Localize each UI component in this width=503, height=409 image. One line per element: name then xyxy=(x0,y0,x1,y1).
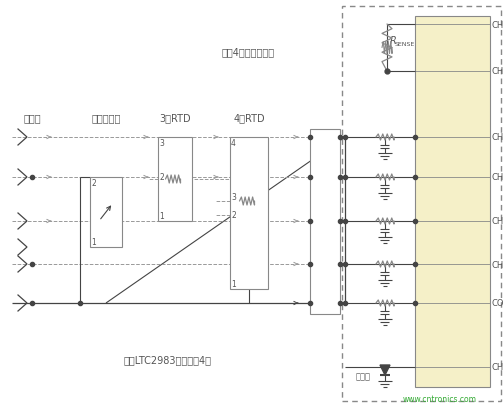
Text: 1: 1 xyxy=(231,279,236,288)
Text: CH3: CH3 xyxy=(492,133,503,142)
Bar xyxy=(310,130,340,314)
Text: 3: 3 xyxy=(231,193,236,202)
Text: www.cntronics.com: www.cntronics.com xyxy=(403,394,477,403)
Bar xyxy=(90,178,122,247)
Text: CH4: CH4 xyxy=(492,173,503,182)
Text: 3线RTD: 3线RTD xyxy=(159,113,191,123)
Text: CH19: CH19 xyxy=(492,363,503,372)
Text: 2: 2 xyxy=(231,211,236,220)
Text: R: R xyxy=(390,36,397,45)
Polygon shape xyxy=(380,365,390,375)
Bar xyxy=(158,138,192,221)
Text: SENSE: SENSE xyxy=(395,43,415,47)
Text: CH5: CH5 xyxy=(492,217,503,226)
Bar xyxy=(230,138,268,289)
Text: 热敏电阔器: 热敏电阔器 xyxy=(92,113,121,123)
Text: 1: 1 xyxy=(91,237,96,246)
Text: 3: 3 xyxy=(159,139,164,148)
Text: CH6: CH6 xyxy=(492,260,503,269)
Text: 2: 2 xyxy=(91,179,96,188)
Text: COM: COM xyxy=(492,299,503,308)
Text: 冷接点: 冷接点 xyxy=(356,371,371,380)
Text: CH1: CH1 xyxy=(492,20,503,29)
Text: 4线RTD: 4线RTD xyxy=(233,113,265,123)
Text: 1: 1 xyxy=(159,211,164,220)
Bar xyxy=(415,17,490,387)
Bar xyxy=(342,7,501,401)
Text: 2: 2 xyxy=(159,173,164,182)
Text: 热电偶: 热电偶 xyxy=(23,113,41,123)
Text: 4: 4 xyxy=(231,139,236,148)
Text: 每个LTC2983连接多达4组: 每个LTC2983连接多达4组 xyxy=(124,354,212,364)
Text: CH2: CH2 xyxy=(492,67,503,76)
Text: 所有4组传感器共用: 所有4组传感器共用 xyxy=(221,47,275,57)
